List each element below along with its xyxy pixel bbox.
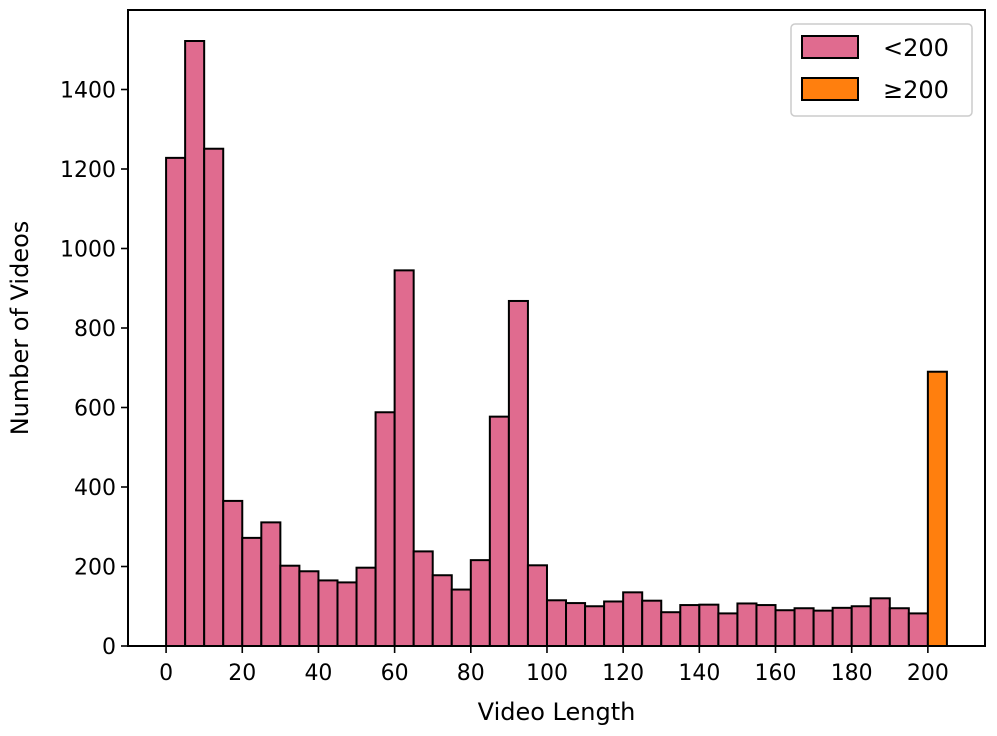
x-tick-label-60: 60 [381, 661, 409, 686]
x-tick-label-120: 120 [602, 661, 644, 686]
x-axis-label: Video Length [478, 698, 636, 726]
x-axis: 0 20 40 60 80 100 120 140 160 180 200 [159, 646, 949, 686]
legend-label-under-200: <200 [883, 34, 949, 62]
legend: <200 ≥200 [790, 23, 973, 117]
y-axis: 0 200 400 600 800 1000 1200 1400 [60, 79, 128, 660]
y-tick-label-1000: 1000 [60, 238, 116, 263]
x-tick-label-0: 0 [159, 661, 173, 686]
bar-under-200-125 [641, 599, 663, 647]
bar-under-200-100 [545, 599, 568, 647]
x-tick-label-40: 40 [304, 661, 332, 686]
y-tick-label-1400: 1400 [60, 79, 116, 104]
bar-under-200-160 [774, 609, 796, 647]
bar-under-200-180 [850, 605, 872, 647]
bar-under-200-25 [260, 521, 282, 647]
bar-under-200-155 [755, 604, 777, 647]
x-tick-label-100: 100 [526, 661, 568, 686]
bar-under-200-75 [450, 588, 472, 647]
bar-under-200-40 [317, 579, 339, 647]
x-tick-label-80: 80 [457, 661, 485, 686]
legend-swatch-under-200 [801, 35, 859, 59]
bar-under-200-20 [241, 536, 263, 648]
bar-under-200-140 [698, 603, 720, 647]
bar-under-200-85 [488, 415, 510, 647]
y-tick-label-800: 800 [74, 317, 116, 342]
y-tick-label-400: 400 [74, 476, 116, 501]
bar-under-200-15 [222, 499, 244, 647]
bar-under-200-105 [565, 602, 587, 648]
y-tick-label-200: 200 [74, 556, 116, 581]
bar-under-200-80 [469, 559, 491, 648]
y-tick-label-1200: 1200 [60, 158, 116, 183]
x-tick-label-200: 200 [907, 661, 949, 686]
legend-swatch-200-plus [801, 77, 859, 101]
bar-under-200-130 [660, 611, 682, 648]
bar-under-200-135 [679, 604, 701, 647]
bar-under-200-185 [869, 597, 891, 647]
bar-under-200-65 [412, 550, 434, 648]
x-tick-label-140: 140 [678, 661, 720, 686]
x-tick-label-180: 180 [831, 661, 873, 686]
y-axis-label: Number of Videos [6, 221, 34, 436]
bar-under-200-190 [888, 607, 910, 647]
bar-under-200-70 [431, 574, 453, 647]
y-tick-label-0: 0 [102, 635, 116, 660]
bar-under-200-195 [907, 612, 929, 648]
bar-under-200-170 [812, 609, 834, 647]
bar-under-200-5 [184, 40, 206, 647]
bar-under-200-120 [622, 591, 644, 648]
bar-under-200-10 [203, 147, 225, 647]
bar-under-200-90 [507, 299, 529, 647]
bar-under-200-50 [355, 566, 377, 648]
bar-under-200-95 [526, 564, 548, 647]
legend-label-200-plus: ≥200 [883, 76, 949, 104]
bar-under-200-115 [603, 600, 625, 647]
bar-200-plus-200 [926, 370, 948, 647]
bar-under-200-110 [584, 605, 606, 647]
bar-under-200-150 [736, 602, 758, 648]
y-tick-label-600: 600 [74, 397, 116, 422]
bar-under-200-35 [298, 570, 320, 648]
bar-under-200-165 [793, 607, 815, 647]
bar-under-200-45 [336, 581, 358, 648]
bar-under-200-145 [717, 612, 739, 648]
bar-under-200-55 [374, 411, 396, 647]
bar-under-200-60 [393, 269, 415, 647]
bar-under-200-30 [279, 564, 301, 648]
bar-under-200-175 [831, 606, 853, 648]
x-tick-label-160: 160 [755, 661, 797, 686]
bar-under-200-0 [165, 156, 187, 647]
x-tick-label-20: 20 [228, 661, 256, 686]
bars-group [165, 40, 948, 648]
